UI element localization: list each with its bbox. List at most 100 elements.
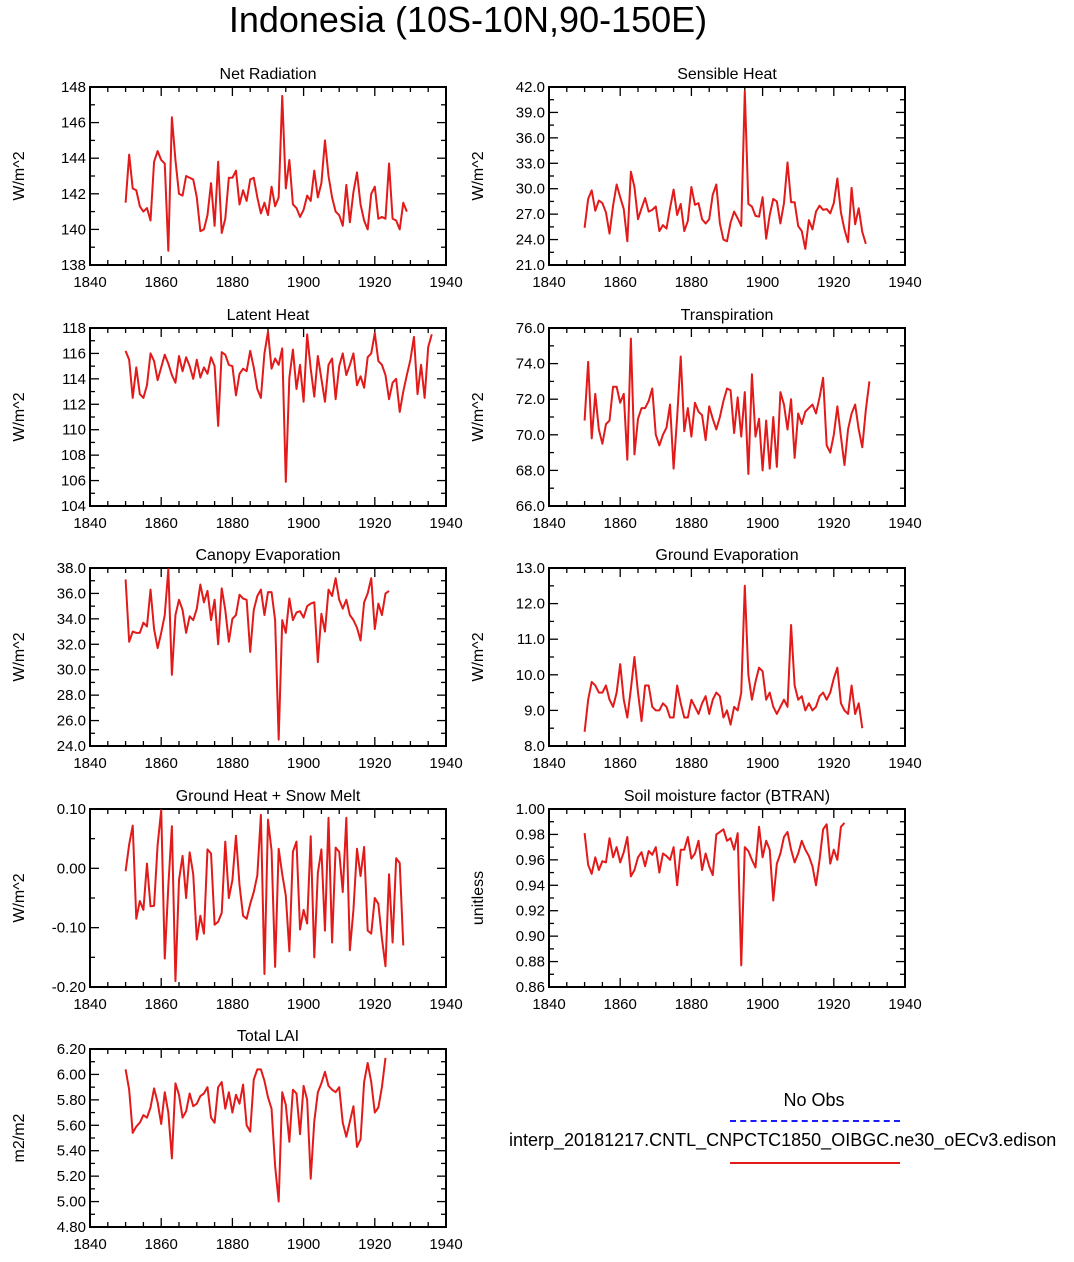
plot-frame	[89, 327, 447, 507]
chart-panel: Ground Evaporation 1840 1860 1880 1900 1920 19…	[470, 547, 922, 772]
x-tick-label: 1940	[888, 996, 921, 1013]
chart-panel: Latent Heat 1840 1860 1880 1900 1920 1940 104 10…	[11, 307, 463, 532]
x-tick-label: 1840	[73, 1236, 106, 1253]
chart-panel: Net Radiation 1840 1860 1880 1900 1920 1940 138…	[11, 66, 463, 291]
x-tick-label: 1920	[358, 755, 391, 772]
page-title: Indonesia (10S-10N,90-150E)	[228, 0, 708, 40]
series-line	[124, 809, 405, 983]
x-tick-label: 1920	[817, 274, 850, 291]
x-tick-label: 1900	[746, 755, 779, 772]
x-tick-label: 1940	[429, 515, 462, 532]
x-tick-label: 1940	[429, 1236, 462, 1253]
x-tick-label: 1900	[287, 755, 320, 772]
x-tick-label: 1900	[746, 274, 779, 291]
legend-obs-label: No Obs	[783, 1090, 845, 1110]
x-tick-label: 1860	[604, 515, 637, 532]
x-tick-label: 1840	[532, 996, 565, 1013]
y-tick-label: 5.80	[57, 1092, 86, 1109]
y-tick-label: 34.0	[57, 611, 86, 628]
x-tick-label: 1900	[287, 996, 320, 1013]
y-tick-label: 68.0	[516, 462, 545, 479]
x-tick-label: 1860	[604, 996, 637, 1013]
y-tick-label: 38.0	[57, 560, 86, 577]
chart-panel: Soil moisture factor (BTRAN) 1840 1860 1880…	[470, 788, 922, 1013]
x-tick-label: 1880	[675, 996, 708, 1013]
chart-title: Latent Heat	[227, 307, 310, 324]
y-tick-label: 42.0	[516, 79, 545, 96]
y-tick-label: 5.60	[57, 1117, 86, 1134]
y-axis-label: W/m^2	[470, 392, 487, 441]
y-axis-label: W/m^2	[11, 632, 28, 681]
y-tick-label: 0.10	[57, 801, 86, 818]
chart-panel: Canopy Evaporation 1840 1860 1880 1900 1920 19…	[11, 547, 463, 772]
series-line	[583, 337, 871, 475]
y-tick-label: 76.0	[516, 320, 545, 337]
x-tick-label: 1920	[358, 515, 391, 532]
y-tick-label: 36.0	[516, 130, 545, 147]
chart-title: Canopy Evaporation	[196, 547, 341, 564]
y-tick-label: 13.0	[516, 560, 545, 577]
y-tick-label: 36.0	[57, 585, 86, 602]
x-tick-label: 1860	[604, 755, 637, 772]
series-line	[124, 94, 408, 252]
x-tick-label: 1880	[216, 515, 249, 532]
x-tick-label: 1920	[358, 996, 391, 1013]
x-tick-label: 1880	[675, 274, 708, 291]
chart-panel: Transpiration 1840 1860 1880 1900 1920 1940 66.…	[470, 307, 922, 532]
y-tick-label: 6.00	[57, 1066, 86, 1083]
x-tick-label: 1880	[216, 996, 249, 1013]
x-tick-label: 1940	[888, 755, 921, 772]
chart-title: Ground Heat + Snow Melt	[176, 788, 361, 805]
y-tick-label: 5.00	[57, 1194, 86, 1211]
x-tick-label: 1920	[817, 755, 850, 772]
y-tick-label: 5.40	[57, 1143, 86, 1160]
x-tick-label: 1860	[145, 1236, 178, 1253]
chart-title: Transpiration	[681, 307, 774, 324]
x-tick-label: 1860	[145, 515, 178, 532]
y-tick-label: 112	[62, 396, 86, 413]
y-tick-label: 4.80	[57, 1219, 86, 1236]
x-tick-label: 1860	[145, 996, 178, 1013]
legend-obs-line	[730, 1120, 900, 1122]
x-tick-label: 1940	[429, 274, 462, 291]
y-tick-label: -0.20	[52, 979, 86, 996]
x-tick-label: 1940	[888, 274, 921, 291]
y-tick-label: 33.0	[516, 155, 545, 172]
y-tick-label: -0.10	[52, 920, 86, 937]
y-tick-label: 108	[61, 447, 86, 464]
y-tick-label: 72.0	[516, 391, 545, 408]
y-axis-label: m2/m2	[11, 1113, 28, 1162]
y-tick-label: 104	[61, 498, 86, 515]
y-tick-label: 0.96	[516, 852, 545, 869]
plot-frame	[89, 1048, 447, 1228]
y-tick-label: 146	[61, 115, 86, 132]
y-tick-label: 0.90	[516, 928, 545, 945]
x-tick-label: 1900	[746, 515, 779, 532]
y-tick-label: 0.92	[516, 903, 545, 920]
x-tick-label: 1940	[429, 996, 462, 1013]
y-tick-label: 0.98	[516, 826, 545, 843]
x-tick-label: 1860	[145, 274, 178, 291]
x-tick-label: 1840	[532, 274, 565, 291]
y-axis-label: W/m^2	[11, 873, 28, 922]
chart-panel: Ground Heat + Snow Melt 1840 1860 1880 1900 1…	[11, 788, 463, 1013]
x-tick-label: 1920	[817, 515, 850, 532]
chart-title: Total LAI	[237, 1028, 299, 1045]
x-tick-label: 1840	[532, 755, 565, 772]
y-tick-label: 11.0	[517, 631, 545, 648]
series-line	[124, 568, 390, 741]
legend-model-label: interp_20181217.CNTL_CNPCTC1850_OIBGC.ne…	[509, 1130, 1057, 1150]
y-tick-label: 26.0	[57, 713, 86, 730]
x-tick-label: 1920	[358, 1236, 391, 1253]
x-tick-label: 1880	[675, 515, 708, 532]
y-tick-label: 138	[61, 257, 86, 274]
y-tick-label: 70.0	[516, 427, 545, 444]
y-tick-label: 9.0	[524, 702, 545, 719]
x-tick-label: 1900	[746, 996, 779, 1013]
x-tick-label: 1860	[145, 755, 178, 772]
x-tick-label: 1900	[287, 274, 320, 291]
y-tick-label: 148	[61, 79, 86, 96]
chart-title: Sensible Heat	[677, 66, 777, 83]
plot-frame	[548, 567, 906, 747]
